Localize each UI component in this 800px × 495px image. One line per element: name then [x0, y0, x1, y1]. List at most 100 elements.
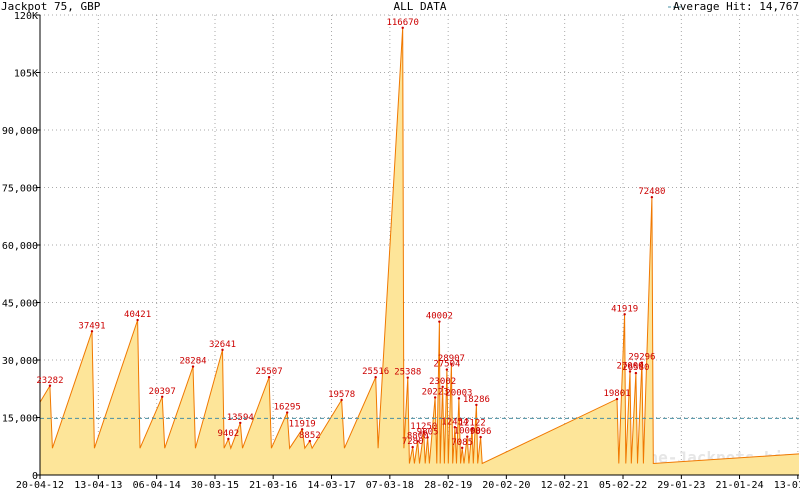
data-label: 8852: [299, 431, 321, 441]
data-label: 40002: [426, 312, 453, 322]
data-point: [441, 385, 444, 389]
data-label: 25507: [256, 367, 283, 377]
data-label: 9402: [218, 429, 240, 439]
data-label: 41919: [611, 304, 638, 314]
data-point: [285, 411, 289, 414]
data-point: [267, 376, 271, 379]
data-point: [475, 403, 478, 407]
data-label: 20003: [445, 388, 472, 398]
data-point: [422, 430, 425, 434]
data-label: 23002: [429, 377, 456, 387]
data-point: [438, 320, 441, 323]
data-point: [615, 397, 619, 401]
data-label: 23282: [36, 376, 63, 386]
series-line: [39, 27, 800, 465]
axes-layer: 0 15,000 30,000 45,000 60,000 75,000 90,000 105…: [2, 11, 800, 491]
data-label: 7085: [451, 438, 473, 448]
x-tick-label: 14-03-17: [307, 480, 355, 490]
data-point: [460, 446, 464, 450]
data-point: [634, 371, 638, 375]
data-point: [411, 445, 414, 449]
x-tick-label: 20-02-20: [482, 480, 530, 490]
data-label: 27504: [433, 360, 460, 370]
data-point: [340, 398, 343, 402]
data-label: 29296: [628, 353, 655, 363]
data-point: [300, 428, 304, 431]
x-tick-label: 13-01-25: [774, 480, 800, 490]
data-point: [161, 395, 164, 399]
y-tick-label: 75,000: [2, 184, 38, 195]
legend-label: Average Hit: 14,767: [673, 0, 799, 13]
data-point: [191, 365, 195, 368]
data-point: [479, 435, 482, 439]
data-point: [433, 396, 437, 399]
x-tick-label: 20-04-12: [16, 480, 64, 490]
chart-title: Jackpot 75, GBP: [1, 0, 101, 13]
data-label: 9805: [417, 427, 439, 437]
data-point: [640, 361, 644, 364]
x-tick-label: 21-03-16: [249, 480, 297, 490]
data-point: [308, 439, 312, 443]
data-label: 116670: [386, 18, 419, 28]
data-point: [623, 313, 626, 316]
y-tick-label: 45,000: [2, 299, 38, 310]
data-label: 11250: [410, 422, 437, 432]
data-point: [374, 375, 377, 379]
data-point: [466, 435, 469, 438]
data-label: 12454: [441, 417, 468, 427]
data-label: 72480: [638, 187, 665, 197]
data-label: 40421: [124, 310, 151, 320]
data-point: [426, 436, 429, 439]
series-area: [40, 27, 799, 476]
data-label: 12122: [459, 419, 486, 429]
data-label: 11919: [289, 419, 316, 429]
data-point: [48, 384, 52, 387]
data-label: 28284: [179, 357, 206, 367]
data-label: 37491: [78, 321, 105, 331]
data-label: 10000: [454, 427, 481, 437]
data-label: 27000: [616, 362, 643, 372]
data-point: [445, 368, 449, 371]
data-point: [227, 437, 230, 441]
y-tick-label: 15,000: [2, 414, 38, 425]
data-label: 9896: [470, 427, 492, 437]
data-point: [470, 427, 474, 430]
x-tick-label: 30-03-15: [191, 480, 239, 490]
data-label: 20223: [422, 387, 449, 397]
data-label: 8800: [407, 431, 429, 441]
x-tick-label: 29-01-23: [657, 480, 705, 490]
data-point: [416, 440, 419, 443]
x-tick-label: 13-04-13: [74, 480, 122, 490]
data-point: [221, 348, 224, 352]
y-tick-label: 60,000: [2, 241, 38, 252]
data-label: 26580: [622, 363, 649, 373]
data-point: [453, 426, 457, 429]
x-tick-label: 05-02-22: [599, 480, 647, 490]
data-point: [136, 318, 139, 322]
y-tick-label: 105K: [14, 69, 38, 80]
x-tick-label: 07-03-18: [366, 480, 414, 490]
data-point: [650, 195, 654, 199]
x-tick-label: 28-02-19: [424, 480, 472, 490]
data-point: [239, 421, 242, 425]
x-tick-label: 12-02-21: [541, 480, 589, 490]
data-point: [401, 26, 404, 29]
data-point: [628, 370, 632, 373]
data-point: [450, 362, 453, 366]
data-label: 16295: [274, 403, 301, 413]
y-tick-label: 0: [32, 471, 38, 482]
y-tick-label: 90,000: [2, 126, 38, 137]
data-label: 32641: [209, 340, 236, 350]
data-label: 19578: [328, 390, 355, 400]
data-label: 19801: [603, 389, 630, 399]
grid-layer: [39, 14, 799, 476]
data-label: 25516: [362, 367, 389, 377]
y-tick-label: 30,000: [2, 356, 38, 367]
chart-subtitle: ALL DATA: [394, 0, 447, 13]
data-label: 18286: [463, 395, 490, 405]
data-label: 28907: [438, 354, 465, 364]
data-point: [457, 397, 461, 400]
data-label: 20397: [149, 387, 176, 397]
